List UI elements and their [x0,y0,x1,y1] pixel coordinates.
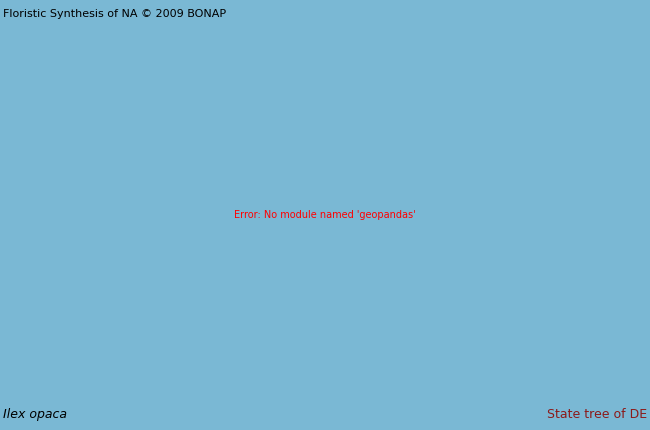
Text: Floristic Synthesis of NA © 2009 BONAP: Floristic Synthesis of NA © 2009 BONAP [3,9,226,19]
Text: Ilex opaca: Ilex opaca [3,408,67,421]
Text: Error: No module named 'geopandas': Error: No module named 'geopandas' [234,210,416,220]
Text: State tree of DE: State tree of DE [547,408,647,421]
